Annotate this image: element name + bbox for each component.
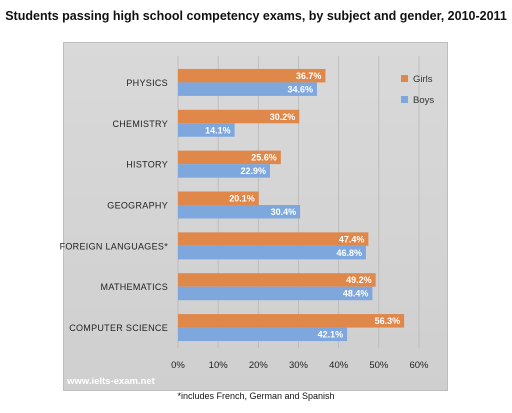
legend-label: Girls xyxy=(413,74,433,85)
data-label: 30.4% xyxy=(271,207,297,217)
data-label: 48.4% xyxy=(343,289,369,299)
data-label: 47.4% xyxy=(339,234,365,244)
bar-girls xyxy=(178,191,259,205)
data-label: 42.1% xyxy=(318,330,344,340)
category-label: FOREIGN LANGUAGES* xyxy=(60,241,169,251)
bar-boys xyxy=(178,205,301,219)
data-label: 56.3% xyxy=(375,316,401,326)
bar-boys xyxy=(178,164,270,178)
data-label: 14.1% xyxy=(205,125,231,135)
data-label: 25.6% xyxy=(251,153,277,163)
bar-girls xyxy=(178,109,300,124)
bar-boys xyxy=(178,286,373,301)
x-tick-label: 50% xyxy=(369,360,389,371)
legend-swatch-boys xyxy=(401,96,408,103)
bar-girls xyxy=(178,150,281,165)
bar-boys xyxy=(178,123,235,137)
watermark: www.ielts-exam.net xyxy=(66,376,156,387)
data-label: 34.6% xyxy=(287,84,313,94)
bar-girls xyxy=(178,68,326,83)
bar-girls xyxy=(178,232,369,246)
bar-girls xyxy=(178,273,376,287)
bar-boys xyxy=(178,82,317,96)
x-tick-label: 10% xyxy=(209,360,229,371)
bar-girls xyxy=(178,314,405,328)
data-label: 30.2% xyxy=(270,112,296,122)
legend-swatch-girls xyxy=(401,75,408,82)
category-label: GEOGRAPHY xyxy=(107,201,168,211)
chart-title: Students passing high school competency … xyxy=(5,9,507,23)
data-label: 22.9% xyxy=(240,166,266,176)
x-tick-label: 0% xyxy=(171,360,185,371)
x-tick-label: 40% xyxy=(329,360,349,371)
data-label: 20.1% xyxy=(229,194,255,204)
data-label: 46.8% xyxy=(336,248,362,258)
category-label: PHYSICS xyxy=(126,78,168,88)
category-label: CHEMISTRY xyxy=(112,119,168,129)
data-label: 36.7% xyxy=(296,71,322,81)
category-label: HISTORY xyxy=(126,160,168,170)
bar-boys xyxy=(178,245,366,260)
data-label: 49.2% xyxy=(346,275,372,285)
x-tick-label: 60% xyxy=(409,360,429,371)
legend-label: Boys xyxy=(413,95,434,106)
footnote: *includes French, German and Spanish xyxy=(177,391,335,401)
category-label: MATHEMATICS xyxy=(101,282,168,292)
x-tick-label: 30% xyxy=(289,360,309,371)
category-label: COMPUTER SCIENCE xyxy=(69,323,168,333)
bar-boys xyxy=(178,327,348,342)
x-tick-label: 20% xyxy=(249,360,269,371)
